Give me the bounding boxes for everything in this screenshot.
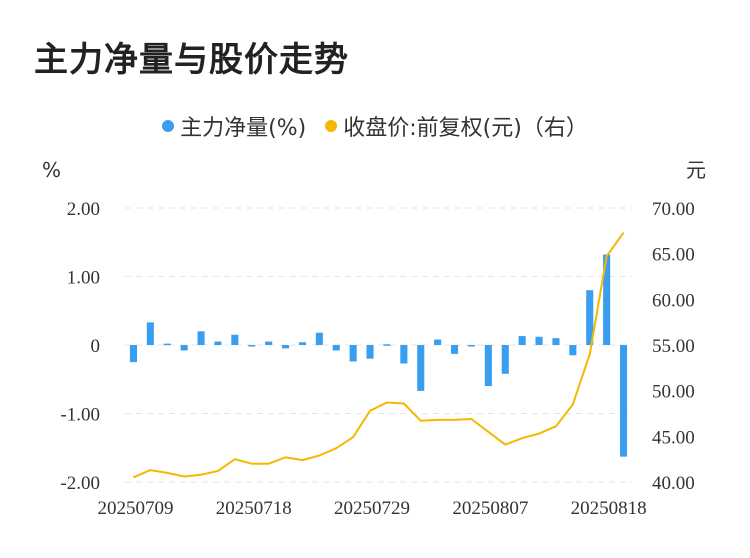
legend-label-close-price: 收盘价:前复权(元)（右） [343, 116, 588, 141]
right-axis-tick-label: 60.00 [652, 290, 695, 311]
legend: 主力净量(%) 收盘价:前复权(元)（右） [0, 110, 750, 142]
bar-net-volume [501, 345, 509, 374]
x-axis-tick-label: 20250718 [216, 498, 292, 519]
right-axis-tick-label: 40.00 [652, 473, 695, 494]
legend-marker-net-volume [162, 120, 175, 132]
legend-item-net-volume[interactable]: 主力净量(%) [162, 110, 306, 142]
left-axis-tick-label: 0 [91, 336, 101, 357]
bar-net-volume [332, 345, 340, 351]
bar-net-volume [603, 254, 611, 345]
bar-net-volume [163, 343, 171, 346]
right-axis-tick-label: 50.00 [652, 382, 695, 403]
bar-net-volume [451, 345, 459, 354]
x-axis-tick-label: 20250818 [571, 498, 647, 519]
bar-net-volume [569, 345, 577, 356]
bar-net-volume [146, 322, 154, 345]
right-axis-tick-label: 65.00 [652, 245, 695, 266]
bar-net-volume [434, 339, 442, 345]
bar-net-volume [535, 336, 543, 345]
left-axis-tick-label: -2.00 [60, 473, 100, 494]
left-axis-tick-label: -1.00 [60, 405, 100, 426]
x-axis-tick-label: 20250807 [452, 498, 528, 519]
bar-net-volume [214, 341, 222, 345]
right-axis-tick-label: 70.00 [652, 199, 695, 220]
bar-net-volume [620, 345, 628, 457]
close-price-line [133, 232, 625, 479]
bar-net-volume [265, 341, 273, 345]
right-axis-unit: 元 [686, 158, 706, 182]
bar-net-volume [315, 332, 323, 345]
legend-marker-close-price [325, 120, 338, 132]
bar-net-volume [231, 334, 239, 345]
bar-net-volume [417, 345, 425, 391]
legend-label-net-volume: 主力净量(%) [180, 116, 307, 141]
bar-net-volume [129, 345, 137, 363]
bar-net-volume [349, 345, 357, 362]
chart-title: 主力净量与股价走势 [34, 40, 349, 80]
left-axis-tick-label: 2.00 [67, 199, 100, 220]
bar-net-volume [282, 345, 290, 349]
left-axis-tick-label: 1.00 [67, 268, 100, 289]
bar-net-volume [248, 345, 256, 347]
bar-net-volume [586, 290, 594, 345]
x-axis-tick-label: 20250729 [334, 498, 410, 519]
left-axis-unit: % [42, 158, 61, 182]
bar-net-volume [197, 331, 205, 345]
bar-net-volume [467, 345, 475, 347]
x-axis-tick-label: 20250709 [97, 498, 173, 519]
bar-net-volume [400, 345, 408, 364]
bar-net-volume [180, 345, 188, 351]
right-axis-tick-label: 45.00 [652, 427, 695, 448]
bar-net-volume [298, 342, 306, 345]
bar-net-volume [552, 338, 560, 345]
bar-net-volume [518, 336, 526, 345]
legend-item-close-price[interactable]: 收盘价:前复权(元)（右） [325, 110, 588, 142]
right-axis-tick-label: 55.00 [652, 336, 695, 357]
bar-net-volume [484, 345, 492, 387]
bar-net-volume [366, 345, 374, 359]
bar-net-volume [383, 344, 391, 346]
